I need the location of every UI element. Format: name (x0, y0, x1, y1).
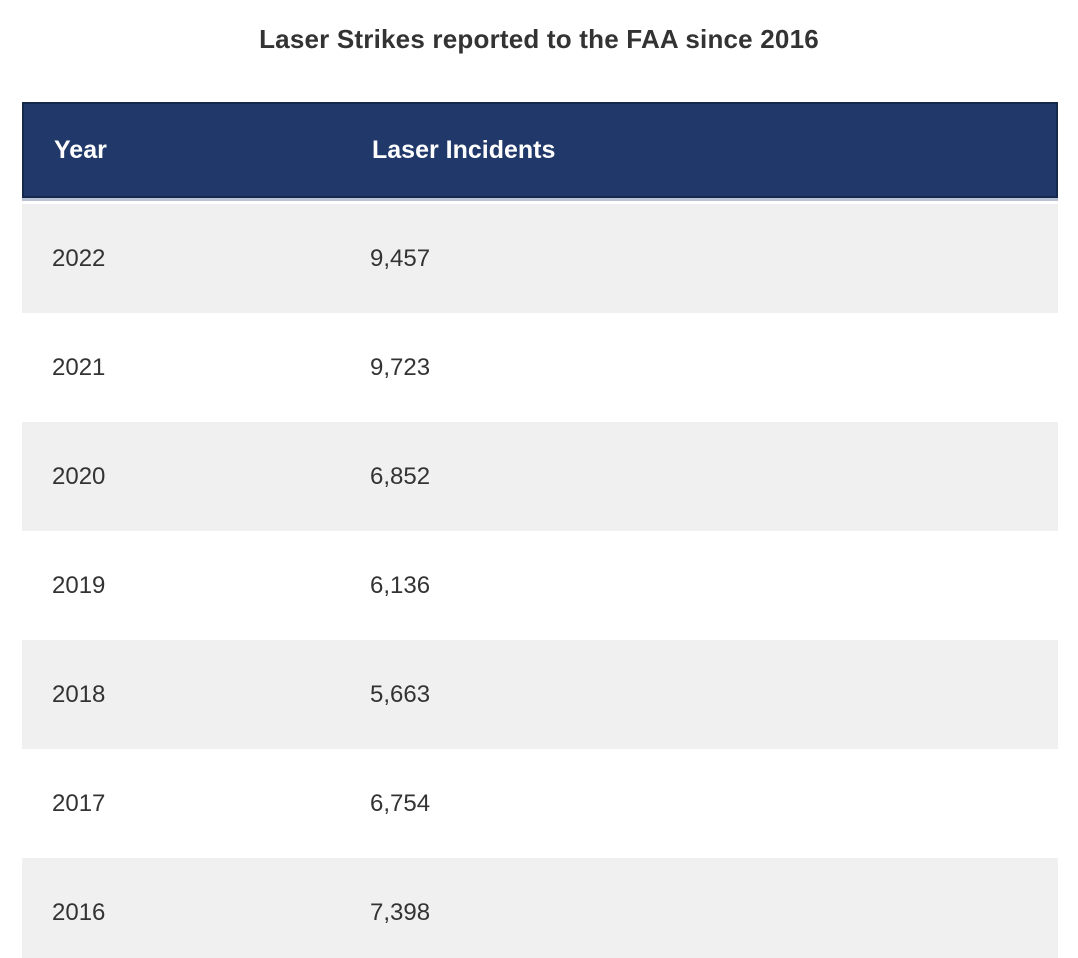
table-row: 2021 9,723 (22, 313, 1058, 422)
incidents-cell: 6,754 (370, 789, 431, 817)
table-row: 2020 6,852 (22, 422, 1058, 531)
year-cell: 2016 (52, 898, 106, 926)
year-cell: 2022 (52, 244, 106, 272)
year-cell: 2017 (52, 789, 106, 817)
incidents-cell: 6,852 (370, 462, 431, 490)
column-header-year: Year (54, 135, 107, 164)
table-row: 2017 6,754 (22, 749, 1058, 858)
year-cell: 2019 (52, 571, 106, 599)
incidents-cell: 9,457 (370, 244, 431, 272)
incidents-cell: 9,723 (370, 353, 431, 381)
page-title: Laser Strikes reported to the FAA since … (259, 24, 819, 54)
table-header-row: Year Laser Incidents (22, 102, 1058, 198)
year-cell: 2018 (52, 680, 106, 708)
column-header-laser-incidents: Laser Incidents (372, 135, 556, 164)
incidents-cell: 5,663 (370, 680, 431, 708)
incidents-cell: 7,398 (370, 898, 431, 926)
year-cell: 2020 (52, 462, 106, 490)
table-row: 2022 9,457 (22, 204, 1058, 313)
laser-strikes-table: Year Laser Incidents 2022 9,457 2021 9,7… (22, 102, 1058, 958)
table-row: 2016 7,398 (22, 858, 1058, 958)
table-row: 2018 5,663 (22, 640, 1058, 749)
incidents-cell: 6,136 (370, 571, 431, 599)
table-row: 2019 6,136 (22, 531, 1058, 640)
laser-strikes-table-page: Laser Strikes reported to the FAA since … (0, 24, 1078, 958)
year-cell: 2021 (52, 353, 106, 381)
